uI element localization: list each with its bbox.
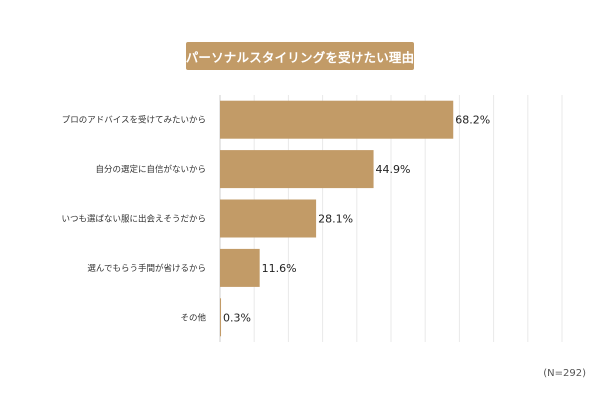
value-label: 28.1% xyxy=(318,213,353,226)
bar xyxy=(220,150,374,189)
category-label: いつも選ばない服に出会えそうだから xyxy=(61,214,206,225)
bar xyxy=(220,248,260,287)
chart-title: パーソナルスタイリングを受けたい理由 xyxy=(185,49,415,65)
chart-title-box: パーソナルスタイリングを受けたい理由 xyxy=(186,42,414,70)
bar xyxy=(220,298,222,337)
category-label: プロのアドバイスを受けてみたいから xyxy=(62,115,206,126)
category-label: その他 xyxy=(180,312,206,323)
value-label: 68.2% xyxy=(455,114,490,127)
value-label: 44.9% xyxy=(376,163,411,176)
category-label: 自分の選定に自信がないから xyxy=(95,164,206,175)
category-label: 選んでもらう手間が省けるから xyxy=(87,263,206,274)
sample-size-note: (N=292) xyxy=(543,368,586,379)
bar xyxy=(220,100,454,139)
bar xyxy=(220,199,317,238)
value-label: 11.6% xyxy=(262,262,297,275)
value-label: 0.3% xyxy=(223,311,251,324)
